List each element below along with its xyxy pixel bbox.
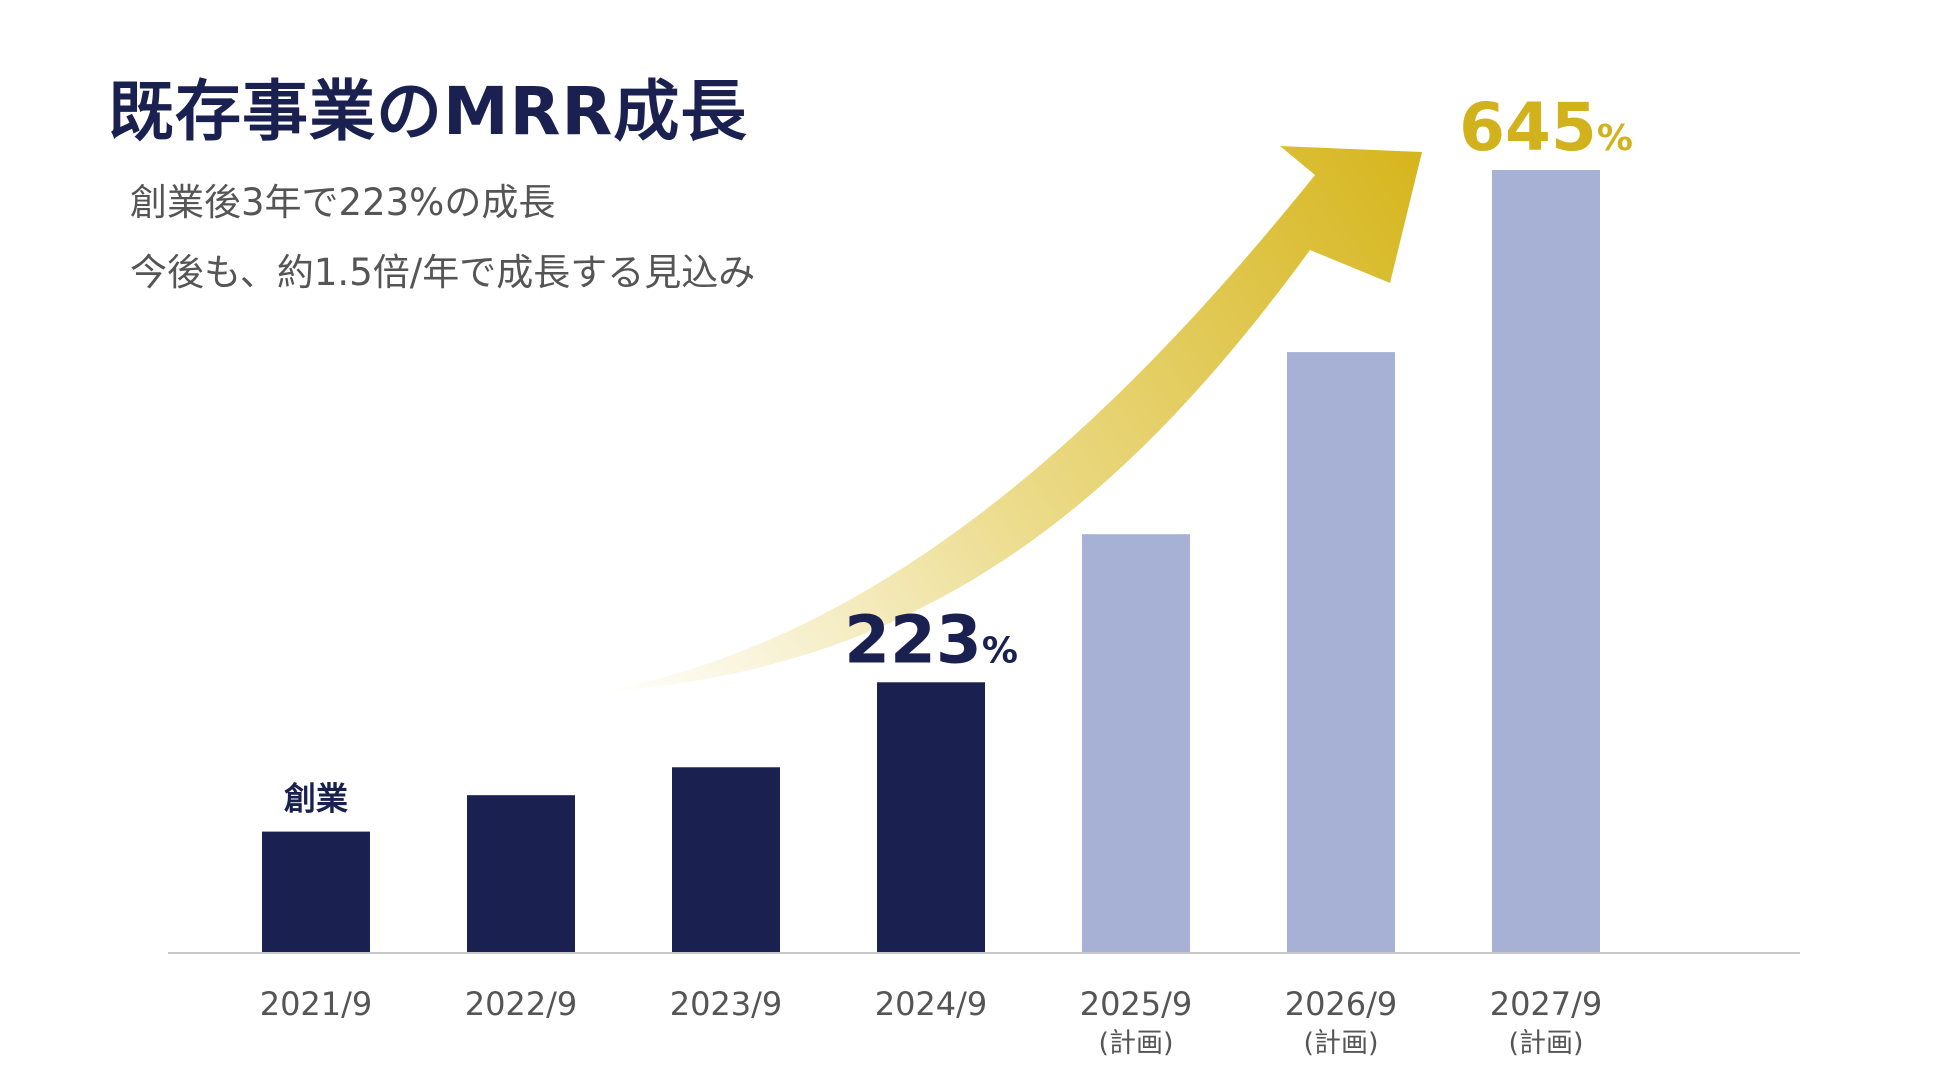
- bar-2021/9: [262, 831, 370, 953]
- bar-2026/9: [1287, 352, 1395, 953]
- bar-2024/9: [877, 682, 985, 953]
- data-label-unit: %: [982, 630, 1018, 671]
- annotation-label: 創業: [284, 780, 348, 818]
- data-label-unit: %: [1597, 118, 1633, 159]
- x-tick-sublabel: (計画): [1508, 1028, 1583, 1059]
- x-tick-label: 2021/9: [260, 985, 373, 1023]
- x-tick-label: 2024/9: [875, 985, 988, 1023]
- x-tick-label: 2022/9: [465, 985, 578, 1023]
- data-label-value: 645: [1459, 89, 1597, 166]
- bar-2023/9: [672, 767, 780, 953]
- x-tick-label: 2023/9: [670, 985, 783, 1023]
- data-label: 223%: [844, 601, 1018, 678]
- x-tick-sublabel: (計画): [1098, 1028, 1173, 1059]
- growth-trend-arrow: [600, 146, 1422, 692]
- x-tick-label: 2027/9: [1490, 985, 1603, 1023]
- bar-2022/9: [467, 795, 575, 953]
- subtitle-line-1: 創業後3年で223%の成長: [130, 181, 556, 224]
- x-tick-label: 2025/9: [1080, 985, 1193, 1023]
- bar-2025/9: [1082, 534, 1190, 953]
- bar-2027/9: [1492, 170, 1600, 953]
- subtitle-line-2: 今後も、約1.5倍/年で成長する見込み: [130, 251, 756, 294]
- x-tick-label: 2026/9: [1285, 985, 1398, 1023]
- page-title: 既存事業のMRR成長: [108, 73, 748, 150]
- data-label: 645%: [1459, 89, 1633, 166]
- x-tick-sublabel: (計画): [1303, 1028, 1378, 1059]
- data-label-value: 223: [844, 601, 982, 678]
